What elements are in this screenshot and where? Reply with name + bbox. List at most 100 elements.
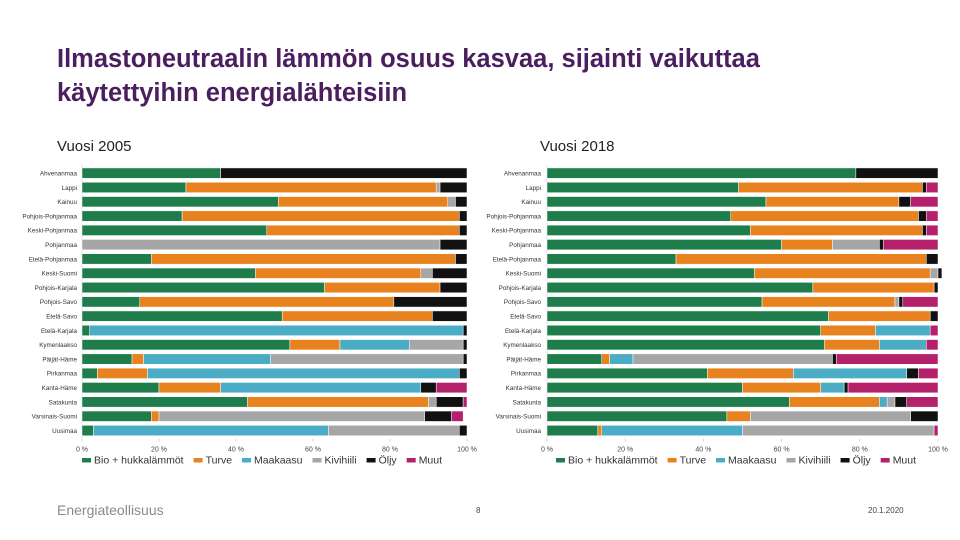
bar-kainuu-turve <box>765 196 900 208</box>
legend-swatch-oljy <box>366 458 376 463</box>
legend-swatch-kivihiili <box>312 458 322 463</box>
bar-keski-pohjanmaa-oljy <box>922 224 927 236</box>
bar-pirkanmaa-maakaasu <box>793 367 907 379</box>
category-label-kymenlaakso: Kymenlaakso <box>503 342 541 349</box>
bar-pohjois-pohjanmaa-bio-hukkalammot <box>546 210 732 222</box>
bar-pohjois-pohjanmaa-oljy <box>459 210 468 222</box>
bar-etela-pohjanmaa-oljy <box>455 253 468 265</box>
category-label-kainuu: Kainuu <box>57 199 77 206</box>
page-number: 8 <box>476 506 481 515</box>
bar-pirkanmaa-oljy <box>906 367 919 379</box>
category-label-pohjois-savo: Pohjois-Savo <box>40 299 78 306</box>
company-logo: Energiateollisuus <box>57 502 164 518</box>
category-label-kymenlaakso: Kymenlaakso <box>39 342 77 349</box>
bar-pohjanmaa-oljy <box>879 239 884 251</box>
category-label-varsinais-suomi: Varsinais-Suomi <box>496 414 541 421</box>
bar-pohjanmaa-turve <box>781 239 833 251</box>
x-tick-label: 60 % <box>774 447 790 454</box>
bar-pohjanmaa-oljy <box>439 239 468 251</box>
bar-pohjois-karjala-bio-hukkalammot <box>546 282 814 294</box>
bar-pohjois-savo-turve <box>761 296 896 308</box>
bar-keski-pohjanmaa-turve <box>750 224 923 236</box>
bar-satakunta-turve <box>789 396 880 408</box>
category-label-pohjanmaa: Pohjanmaa <box>509 242 541 249</box>
x-tick-label: 80 % <box>382 447 398 454</box>
page-title: Ilmastoneutraalin lämmön osuus kasvaa, s… <box>57 45 760 107</box>
bar-kainuu-oljy <box>455 196 468 208</box>
bar-etela-karjala-muut <box>929 325 939 336</box>
legend-label-oljy: Öljy <box>853 455 872 467</box>
bar-etela-pohjanmaa-bio-hukkalammot <box>546 253 677 265</box>
bar-pirkanmaa-turve <box>707 367 794 379</box>
bar-keski-suomi-kivihiili <box>929 267 939 279</box>
bar-paijat-hame-muut <box>836 353 939 365</box>
category-label-ahvenanmaa: Ahvenanmaa <box>504 170 542 177</box>
bar-satakunta-bio-hukkalammot <box>546 396 790 408</box>
bar-etela-savo-turve <box>828 310 931 322</box>
x-tick-label: 20 % <box>151 447 167 454</box>
category-label-etela-karjala: Etelä-Karjala <box>505 328 542 335</box>
bar-lappi-bio-hukkalammot <box>546 182 739 193</box>
category-label-lappi: Lappi <box>62 185 77 192</box>
bar-varsinais-suomi-bio-hukkalammot <box>546 410 728 422</box>
bar-pohjanmaa-kivihiili <box>832 239 880 251</box>
bar-etela-karjala-turve <box>820 325 876 336</box>
bar-pohjois-pohjanmaa-turve <box>730 210 919 222</box>
bar-etela-pohjanmaa-oljy <box>926 253 939 265</box>
legend-swatch-kivihiili <box>786 458 796 463</box>
legend-label-kivihiili: Kivihiili <box>799 455 831 467</box>
bar-kanta-hame-maakaasu <box>820 382 845 394</box>
bar-pohjois-pohjanmaa-oljy <box>918 210 927 222</box>
bar-paijat-hame-bio-hukkalammot <box>546 353 602 365</box>
bar-etela-savo-oljy <box>432 310 468 322</box>
category-label-keski-pohjanmaa: Keski-Pohjanmaa <box>28 228 78 235</box>
bar-satakunta-muut <box>906 396 939 408</box>
chart-title-2018: Vuosi 2018 <box>540 138 615 155</box>
bar-varsinais-suomi-muut <box>451 410 464 422</box>
x-tick-label: 100 % <box>928 447 948 454</box>
category-label-uusimaa: Uusimaa <box>52 428 77 435</box>
x-tick-label: 40 % <box>228 447 244 454</box>
category-label-ahvenanmaa: Ahvenanmaa <box>40 170 78 177</box>
category-label-kanta-hame: Kanta-Häme <box>506 385 542 392</box>
category-label-pirkanmaa: Pirkanmaa <box>47 371 78 378</box>
bar-lappi-oljy <box>439 182 468 193</box>
bar-lappi-muut <box>926 182 939 193</box>
category-label-pohjois-savo: Pohjois-Savo <box>504 299 542 306</box>
legend-swatch-bio-hukkalammot <box>82 458 91 463</box>
legend-label-maakaasu: Maakaasu <box>254 455 303 467</box>
legend-label-kivihiili: Kivihiili <box>325 455 357 467</box>
category-label-uusimaa: Uusimaa <box>516 428 541 435</box>
bar-kanta-hame-muut <box>435 382 468 394</box>
category-label-pirkanmaa: Pirkanmaa <box>511 371 542 378</box>
bar-ahvenanmaa-bio-hukkalammot <box>546 167 857 179</box>
bar-ahvenanmaa-oljy <box>855 167 939 179</box>
legend-label-bio-hukkalammot: Bio + hukkalämmöt <box>94 455 184 467</box>
bar-kymenlaakso-muut <box>926 339 939 351</box>
category-label-kanta-hame: Kanta-Häme <box>42 385 78 392</box>
bar-pohjois-karjala-oljy <box>933 282 939 294</box>
bar-varsinais-suomi-turve <box>726 410 751 422</box>
bar-etela-karjala-maakaasu <box>875 325 931 336</box>
legend-label-maakaasu: Maakaasu <box>728 455 777 467</box>
bar-kymenlaakso-turve <box>824 339 880 351</box>
bar-pohjois-savo-bio-hukkalammot <box>546 296 763 308</box>
legend-label-turve: Turve <box>680 455 707 467</box>
bar-ahvenanmaa-oljy <box>220 167 468 179</box>
footer-date: 20.1.2020 <box>868 506 904 515</box>
bar-keski-pohjanmaa-muut <box>926 224 939 236</box>
bar-keski-suomi-oljy <box>432 267 468 279</box>
legend-swatch-turve <box>193 458 203 463</box>
bar-kanta-hame-muut <box>847 382 939 394</box>
bar-paijat-hame-kivihiili <box>632 353 833 365</box>
legend-label-muut: Muut <box>419 455 442 467</box>
category-label-satakunta: Satakunta <box>513 399 542 406</box>
legend-label-muut: Muut <box>893 455 916 467</box>
legend-swatch-turve <box>667 458 677 463</box>
bar-etela-karjala-bio-hukkalammot <box>546 325 821 336</box>
bar-uusimaa-turve <box>597 425 602 437</box>
category-label-etela-savo: Etelä-Savo <box>46 313 77 320</box>
x-tick-label: 80 % <box>852 447 868 454</box>
